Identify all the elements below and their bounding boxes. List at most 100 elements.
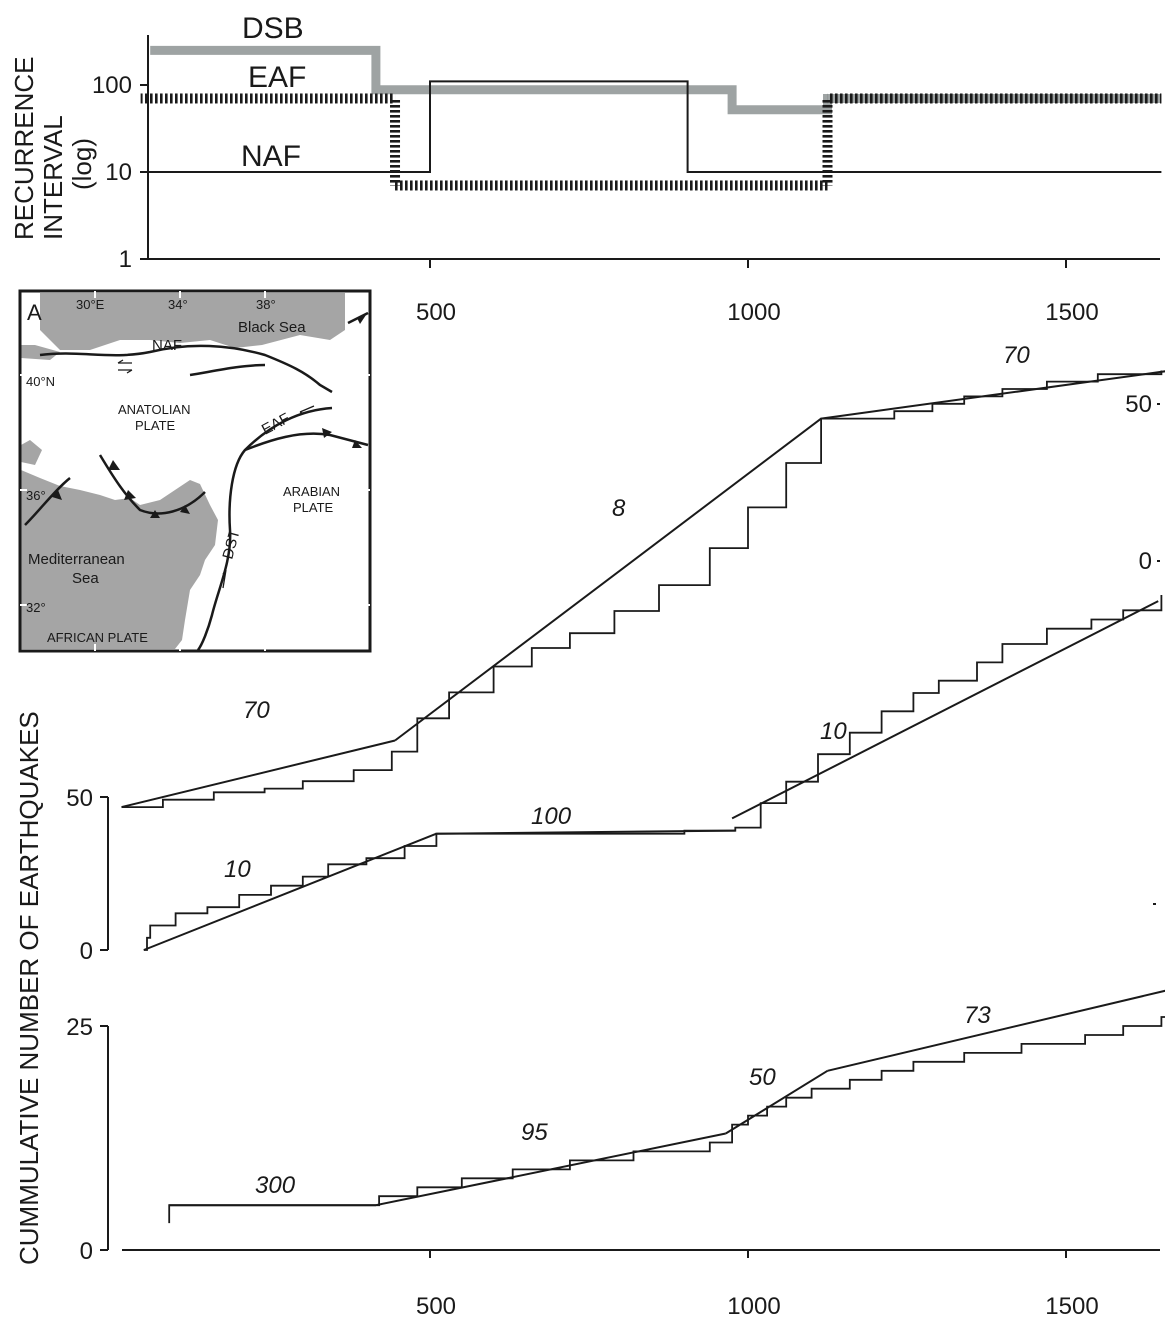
eaf-recurrence-segment	[140, 93, 396, 104]
recurrence-ytick-label: 1	[119, 246, 132, 273]
cumulative-top-x-ticks: 500 1000 1500	[416, 299, 1099, 326]
aegean-shape	[21, 440, 42, 465]
naf-rate-label: 300	[255, 1172, 296, 1199]
eaf-recurrence-segment	[827, 93, 1162, 104]
naf-rate-label: 73	[964, 1002, 991, 1029]
recurrence-ylabel-line1: RECURRENCE	[9, 57, 39, 240]
thrust-tooth-icon	[108, 460, 120, 470]
map-frame	[18, 289, 372, 653]
series-label-dsb: DSB	[242, 12, 304, 45]
recurrence-ylabel-line3: (log)	[67, 138, 97, 190]
recurrence-xtick-label: 1500	[1045, 299, 1098, 326]
cumulative-ticks: 0 25 500 1000 1500	[66, 1014, 1098, 1318]
eaf-recurrence-segment	[822, 98, 833, 186]
naf-cumulative: 300 95 50 73	[168, 989, 1165, 1224]
dsb-rate-label: 70	[1003, 342, 1030, 369]
naf-fit-line	[375, 1132, 726, 1207]
dsb-right-tick-label: 50	[1125, 391, 1152, 418]
thrust-tooth-icon	[180, 505, 190, 514]
slip-arrow-icon	[118, 369, 133, 374]
eaf-rate-label: 10	[224, 856, 251, 883]
dsb-rate-label: 8	[612, 495, 626, 522]
cumulative-ylabel: CUMMULATIVE NUMBER OF EARTHQUAKES	[14, 711, 44, 1265]
thrust-tooth-icon	[124, 490, 136, 500]
recurrence-chart: 1 10 100 500 1000 1500 DSB EAF NAF RECURRENCE…	[9, 12, 1162, 326]
dsb-fit-line	[394, 417, 822, 742]
eaf-rate-label: 10	[820, 718, 847, 745]
dsb-cumulative: 70 8 70 50 0	[121, 342, 1165, 905]
naf-rate-label: 50	[749, 1064, 776, 1091]
map-label-naf: NAF	[152, 337, 182, 354]
recurrence-ytick-label: 100	[92, 72, 132, 99]
thrust-tooth-icon	[150, 510, 160, 518]
map-label-african: AFRICAN PLATE	[47, 630, 148, 645]
eaf-ytick-label: 0	[80, 938, 93, 965]
location-map: A 30°E 34° 38° 40°N 36° 32° Black Sea AN…	[18, 289, 372, 653]
cumulative-xtick-label: 1000	[727, 1293, 780, 1318]
thrust-tooth-icon	[357, 315, 366, 324]
map-lat-40: 40°N	[26, 374, 55, 389]
bitlis-thrust	[244, 432, 369, 452]
recurrence-series	[140, 45, 1162, 191]
mediterranean-shape	[21, 470, 218, 649]
naf-recurrence-line	[140, 80, 1162, 173]
map-graticule-ticks	[20, 291, 370, 651]
map-lon-34: 34°	[168, 297, 188, 312]
naf-fit-line	[827, 989, 1165, 1072]
map-lon-30: 30°E	[76, 297, 105, 312]
marmara-sea-shape	[21, 345, 60, 360]
naf-fit-line	[725, 1069, 829, 1135]
recurrence-ytick-label: 10	[105, 159, 132, 186]
naf-cumulative-steps	[168, 1016, 1165, 1224]
map-label-mediterranean-1: Mediterranean	[28, 551, 125, 568]
map-lat-32: 32°	[26, 600, 46, 615]
dsb-fit-line	[821, 370, 1165, 420]
slip-arrow-icon	[222, 569, 227, 589]
eaf-fit-line	[436, 829, 736, 835]
eaf-ytick-label: 50	[66, 785, 93, 812]
series-label-naf: NAF	[241, 140, 301, 173]
slip-arrow-icon	[299, 405, 315, 415]
dsb-right-tick-label: 0	[1139, 548, 1152, 575]
map-lon-38: 38°	[256, 297, 276, 312]
map-panel-letter: A	[27, 300, 42, 325]
thrust-tooth-icon	[322, 428, 332, 438]
map-label-black-sea: Black Sea	[238, 319, 306, 336]
black-sea-shape	[40, 293, 345, 350]
dsb-cumulative-steps	[121, 370, 1163, 808]
eaf-rate-label: 100	[531, 803, 572, 830]
map-label-arabian-2: PLATE	[293, 500, 334, 515]
naf-ytick-label: 0	[80, 1238, 93, 1265]
dsb-fit-line	[121, 739, 396, 809]
map-label-arabian-1: ARABIAN	[283, 484, 340, 499]
recurrence-xtick-label: 1000	[727, 299, 780, 326]
slip-arrow-icon	[117, 359, 132, 364]
naf-branch	[189, 363, 266, 377]
recurrence-ticks: 1 10 100 500 1000 1500	[92, 72, 1099, 326]
recurrence-xtick-label: 500	[416, 299, 456, 326]
series-label-eaf: EAF	[248, 61, 306, 94]
map-label-anatolian-1: ANATOLIAN	[118, 402, 190, 417]
thrust-tooth-icon	[52, 490, 62, 500]
cyprus-arc	[98, 454, 206, 515]
map-lat-36: 36°	[26, 488, 46, 503]
cumulative-xtick-label: 500	[416, 1293, 456, 1318]
eaf-fit-line	[731, 600, 1159, 820]
naf-fault	[39, 344, 333, 394]
map-label-anatolian-2: PLATE	[135, 418, 176, 433]
hellenic-arc	[24, 477, 71, 526]
eaf-fit-line	[143, 832, 437, 951]
eaf-recurrence-segment	[390, 98, 401, 186]
dsb-rate-label: 70	[243, 697, 270, 724]
recurrence-ylabel-line2: INTERVAL	[38, 115, 68, 240]
map-label-mediterranean-2: Sea	[72, 570, 99, 587]
eaf-dst-fault	[196, 406, 333, 651]
naf-ytick-label: 25	[66, 1014, 93, 1041]
thrust-tooth-icon	[352, 440, 362, 448]
eaf-recurrence-segment	[395, 180, 828, 191]
naf-rate-label: 95	[521, 1119, 548, 1146]
